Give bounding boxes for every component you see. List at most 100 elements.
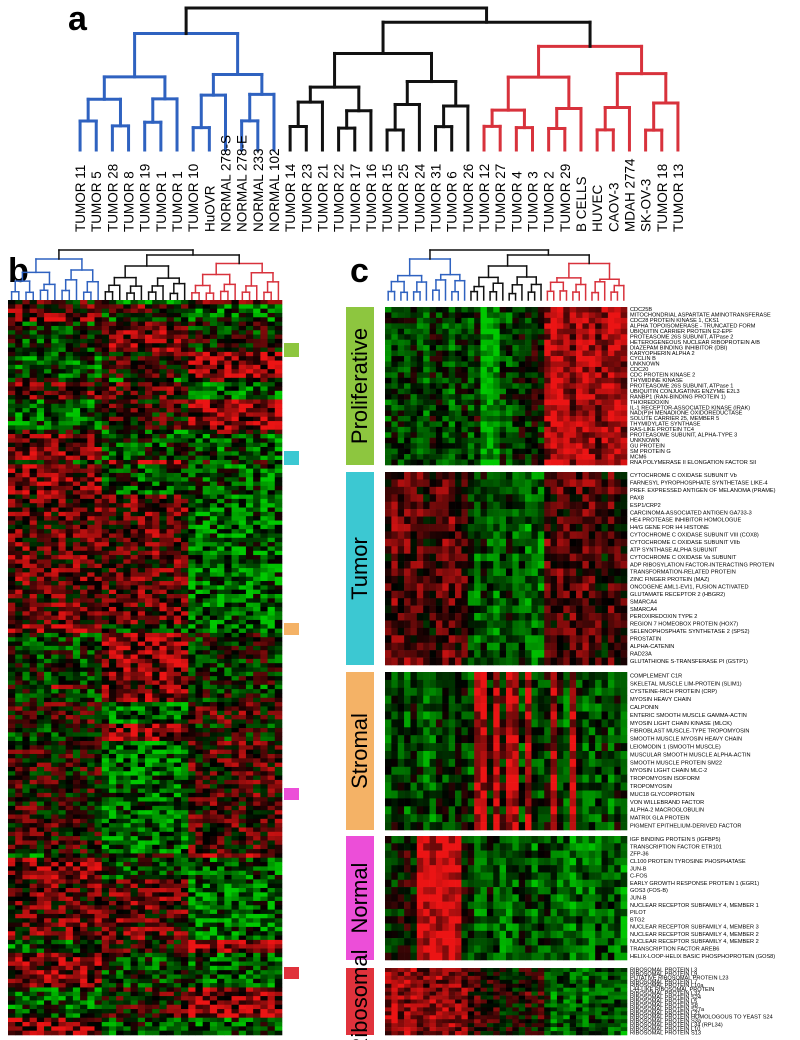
heatmap-cell [22,801,30,807]
heatmap-cell [80,537,88,543]
heatmap-cell [245,568,254,573]
heatmap-cell [29,706,38,712]
heatmap-cell [44,425,52,431]
heatmap-cell [274,741,283,746]
heatmap-cell [58,628,66,634]
heatmap-cell [267,468,276,474]
heatmap-cell [274,312,283,318]
heatmap-cell [94,451,103,456]
heatmap-cell [166,481,175,487]
heatmap-cell [123,546,131,552]
heatmap-cell [137,572,146,578]
heatmap-cell [65,308,74,314]
heatmap-cell [101,520,110,526]
heatmap-cell [181,317,189,322]
heatmap-cell [145,434,153,439]
heatmap-cell [166,472,175,478]
heatmap-cell [8,788,16,794]
heatmap-cell [260,364,268,370]
heatmap-cell [274,602,283,608]
heatmap-cell [15,472,23,478]
heatmap-cell [159,576,167,582]
heatmap-cell [224,373,232,379]
heatmap-cell [224,490,232,495]
heatmap-cell [94,689,103,694]
heatmap-cell [36,347,45,353]
heatmap-cell [224,382,232,387]
heatmap-cell [29,814,38,820]
heatmap-cell [217,706,225,712]
heatmap-cell [29,823,38,828]
heatmap-cell [130,676,139,681]
heatmap-cell [188,494,196,500]
heatmap-cell [101,810,110,815]
heatmap-cell [65,654,74,660]
heatmap-cell [231,477,240,482]
heatmap-cell [224,360,232,366]
heatmap-cell [87,390,95,396]
heatmap-cell [123,706,131,712]
heatmap-cell [15,576,23,582]
heatmap-cell [29,364,38,370]
heatmap-cell [217,818,225,824]
heatmap-cell [22,602,30,608]
heatmap-cell [209,325,218,331]
heatmap-cell [44,542,52,547]
heatmap-cell [44,581,52,586]
heatmap-cell [159,429,167,435]
heatmap-cell [188,529,196,534]
heatmap-cell [145,736,153,742]
heatmap-cell [260,325,268,331]
heatmap-cell [224,343,232,348]
heatmap-cell [159,503,167,508]
heatmap-cell [22,434,30,439]
heatmap-cell [245,671,254,677]
heatmap-cell [123,300,131,305]
heatmap-cell [209,390,218,396]
heatmap-cell [15,503,23,508]
heatmap-cell [188,680,196,686]
heatmap-cell [202,650,211,655]
heatmap-cell [224,619,232,625]
heatmap-cell [8,654,16,660]
heatmap-cell [123,317,131,322]
heatmap-cell [188,498,196,504]
heatmap-cell [260,602,268,608]
heatmap-cell [58,710,66,716]
heatmap-cell [274,758,283,763]
heatmap-cell [80,706,88,712]
heatmap-cell [238,775,247,781]
heatmap-cell [173,581,182,586]
heatmap-cell [58,308,66,314]
heatmap-cell [123,749,131,755]
heatmap-cell [152,775,160,781]
heatmap-cell [238,576,247,582]
heatmap-cell [145,386,153,392]
heatmap-cell [36,546,45,552]
heatmap-cell [188,425,196,431]
heatmap-cell [44,559,52,565]
heatmap-cell [152,676,160,681]
heatmap-cell [137,524,146,530]
heatmap-cell [87,334,95,340]
heatmap-cell [108,304,117,309]
heatmap-cell [145,403,153,409]
heatmap-cell [253,416,261,422]
heatmap-cell [245,325,254,331]
heatmap-cell [51,745,59,750]
heatmap-cell [72,386,81,392]
heatmap-cell [260,606,268,612]
heatmap-cell [65,585,74,590]
heatmap-cell [72,581,81,586]
heatmap-cell [108,390,117,396]
heatmap-cell [8,317,16,322]
heatmap-cell [159,728,167,733]
heatmap-cell [181,360,189,366]
heatmap-cell [108,645,117,651]
heatmap-cell [29,689,38,694]
heatmap-cell [51,308,59,314]
heatmap-cell [238,788,247,794]
heatmap-cell [101,343,110,348]
heatmap-cell [231,585,240,590]
heatmap-cell [137,451,146,456]
